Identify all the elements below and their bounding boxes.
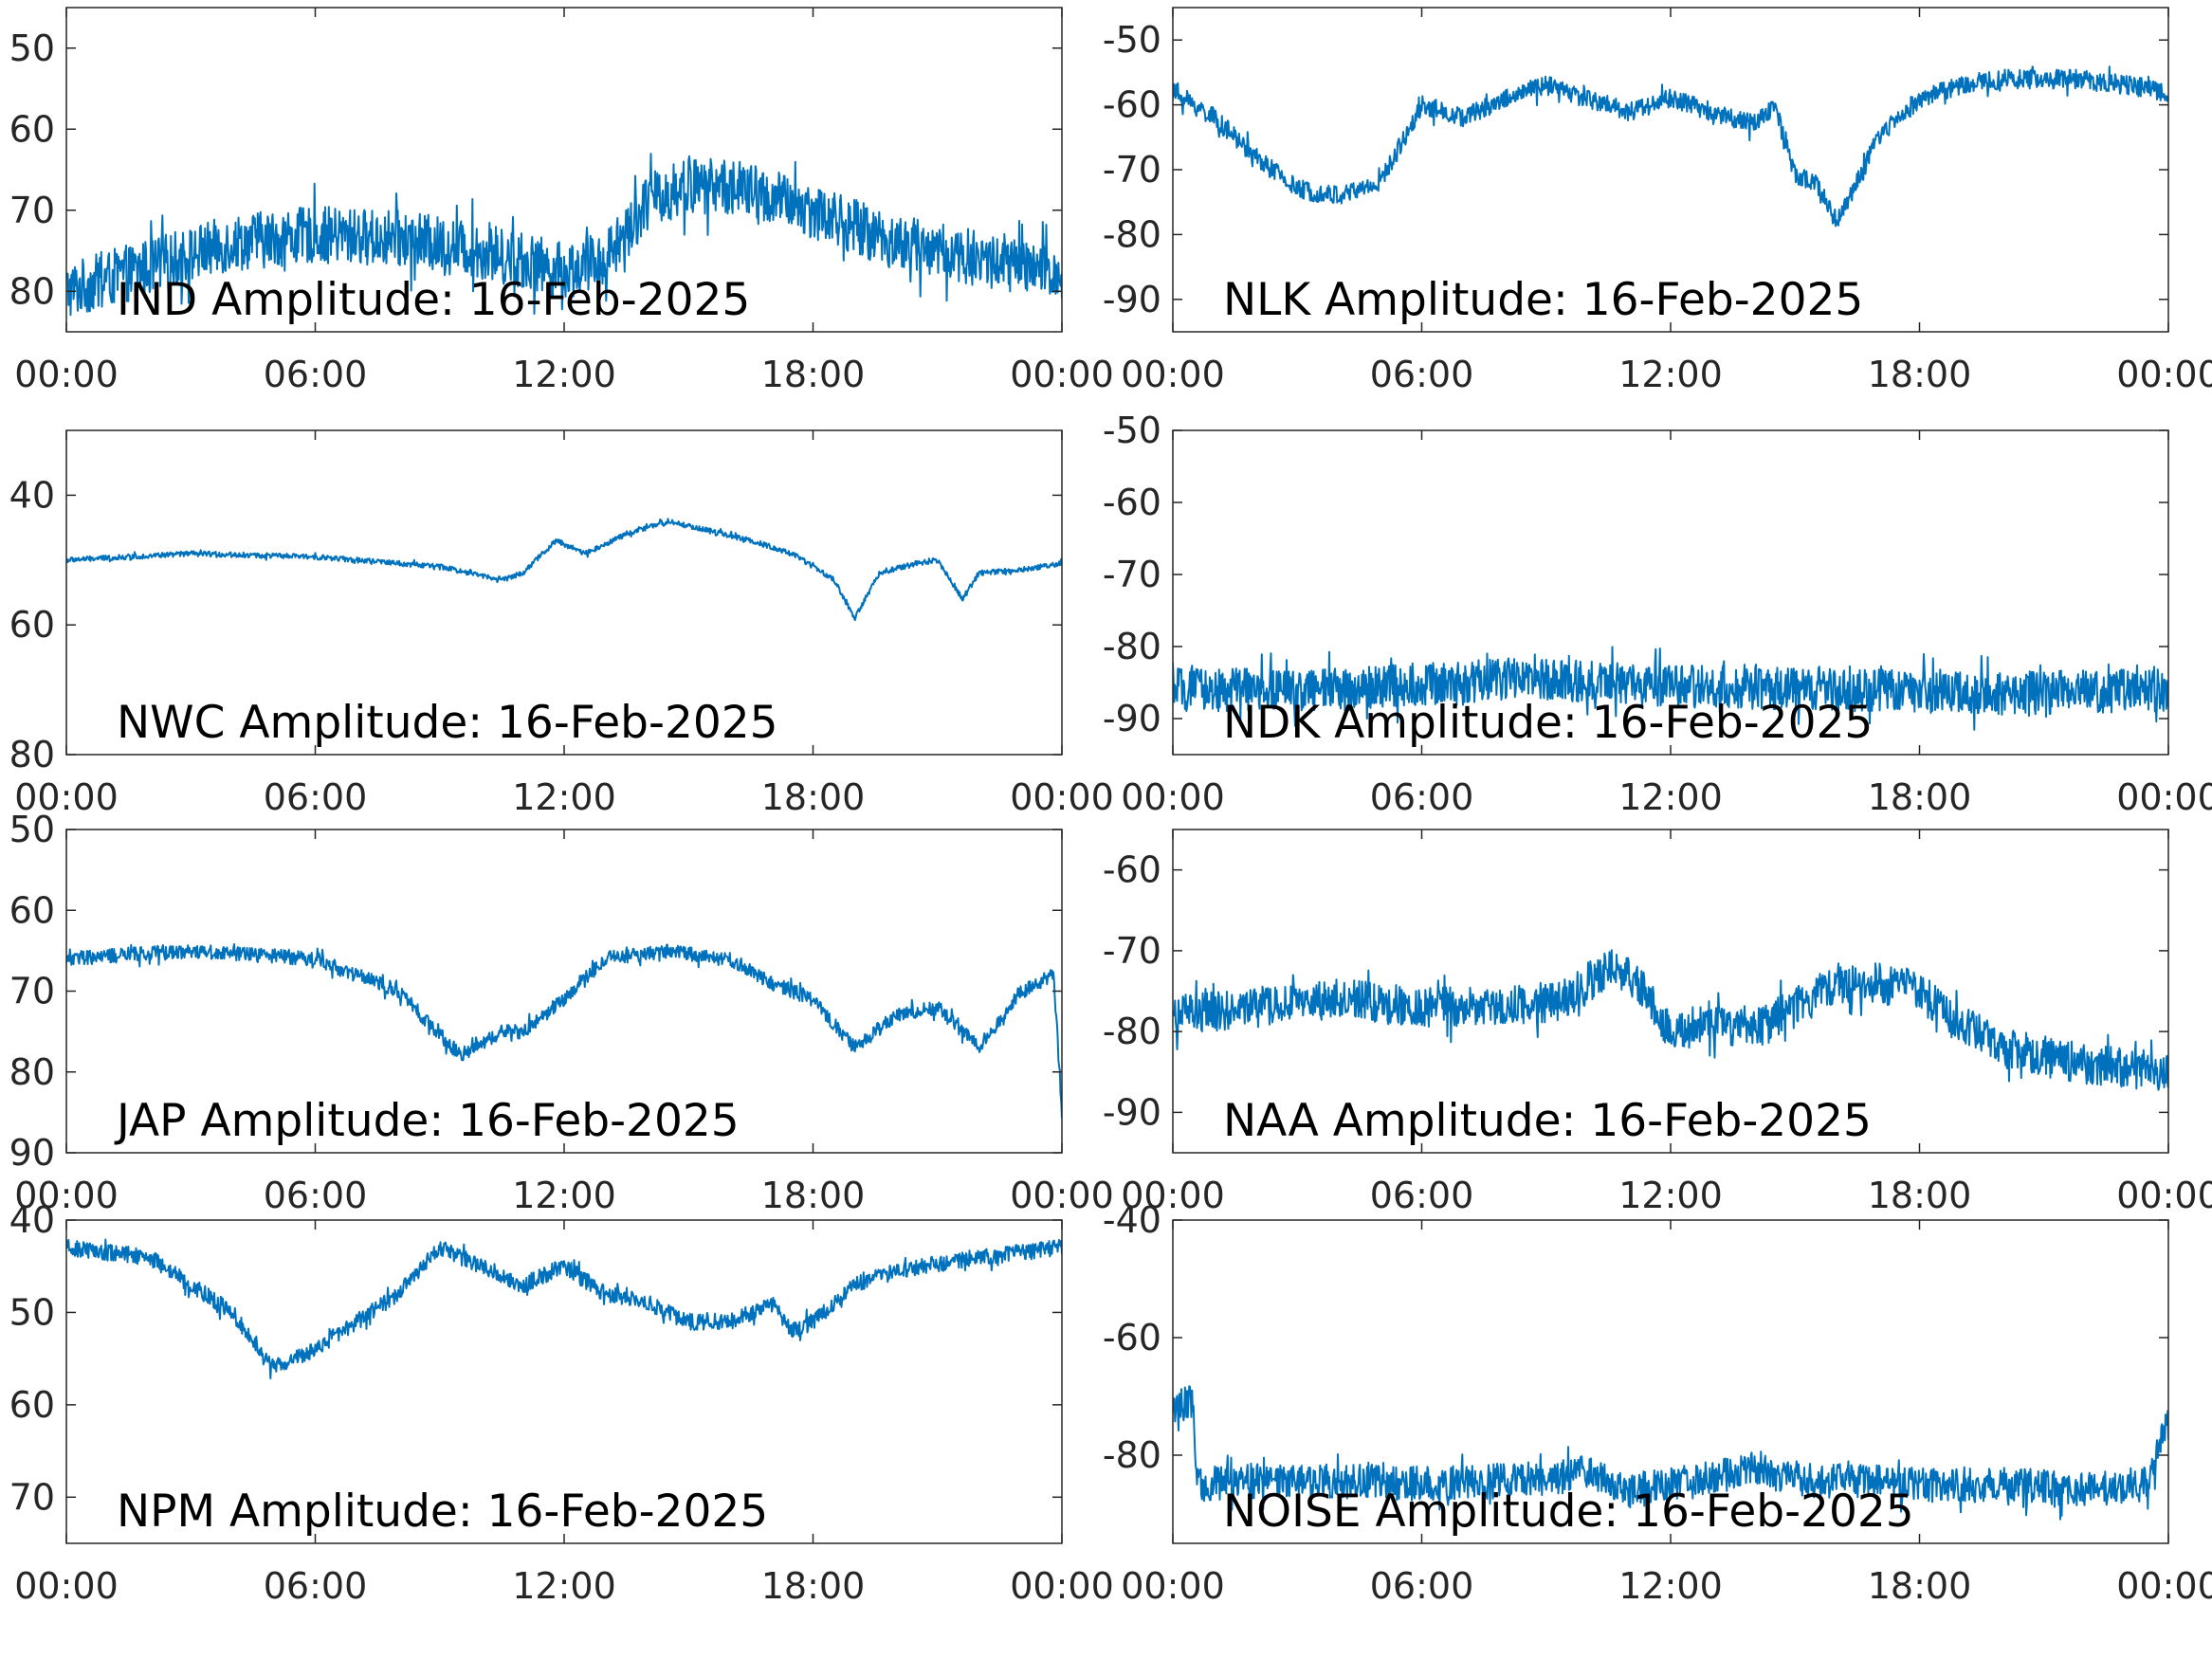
chart-title: NDK Amplitude: 16-Feb-2025 <box>1223 697 1873 749</box>
chart-panel-4: 00:00 06:00 12:00 18:00 00:00 50 60 70 80 90 JAP A… <box>9 809 1114 1216</box>
x-tick-label: 06:00 <box>1370 354 1474 395</box>
series-line <box>1173 65 2168 228</box>
y-tick-label: 40 <box>9 1199 55 1241</box>
chart-panel-3: 00:00 06:00 12:00 18:00 00:00 -50 -60 -70 -80 -90… <box>1103 410 2212 818</box>
chart-title: NLK Amplitude: 16-Feb-2025 <box>1223 274 1863 326</box>
y-tick-label: 40 <box>9 474 55 516</box>
y-tick-label: 50 <box>9 1291 55 1333</box>
chart-title: IND Amplitude: 16-Feb-2025 <box>117 274 750 326</box>
x-tick-label: 18:00 <box>761 354 866 395</box>
x-tick-label: 18:00 <box>1868 1175 1972 1216</box>
y-tick-label: -40 <box>1103 1199 1161 1241</box>
series-line <box>1173 646 2168 731</box>
x-tick-label: 00:00 <box>14 354 119 395</box>
chart-title: NPM Amplitude: 16-Feb-2025 <box>117 1486 768 1538</box>
x-tick-label: 18:00 <box>761 776 866 818</box>
x-tick-label: 18:00 <box>1868 776 1972 818</box>
x-tick-label: 18:00 <box>1868 354 1972 395</box>
x-tick-label: 12:00 <box>1618 1175 1723 1216</box>
chart-title: JAP Amplitude: 16-Feb-2025 <box>114 1095 740 1147</box>
x-tick-label: 00:00 <box>2116 354 2212 395</box>
series-line <box>66 518 1062 622</box>
x-tick-label: 06:00 <box>1370 1175 1474 1216</box>
x-tick-label: 00:00 <box>1121 354 1225 395</box>
y-tick-label: 60 <box>9 889 55 931</box>
chart-title: NWC Amplitude: 16-Feb-2025 <box>117 697 778 749</box>
y-tick-label: 60 <box>9 1384 55 1426</box>
y-tick-label: -60 <box>1103 84 1161 126</box>
x-tick-label: 00:00 <box>2116 1565 2212 1607</box>
x-tick-label: 00:00 <box>1121 1175 1225 1216</box>
chart-panel-0: 00:00 06:00 12:00 18:00 00:00 50 60 70 80 IND Amp… <box>9 7 1114 395</box>
chart-title: NOISE Amplitude: 16-Feb-2025 <box>1223 1486 1914 1538</box>
y-tick-label: -80 <box>1103 1434 1161 1476</box>
y-tick-label: 90 <box>9 1132 55 1174</box>
x-tick-label: 00:00 <box>1121 1565 1225 1607</box>
x-tick-label: 06:00 <box>264 776 368 818</box>
x-tick-label: 00:00 <box>2116 776 2212 818</box>
y-tick-label: 70 <box>9 1476 55 1518</box>
x-tick-label: 18:00 <box>761 1175 866 1216</box>
y-tick-label: 50 <box>9 27 55 69</box>
x-tick-label: 06:00 <box>264 354 368 395</box>
y-tick-label: 50 <box>9 809 55 850</box>
y-tick-label: 70 <box>9 971 55 1012</box>
series-line <box>66 1238 1062 1379</box>
x-tick-label: 00:00 <box>14 1175 119 1216</box>
y-tick-label: -80 <box>1103 213 1161 255</box>
y-tick-label: -70 <box>1103 554 1161 595</box>
y-tick-label: 60 <box>9 108 55 150</box>
y-tick-label: -60 <box>1103 1317 1161 1358</box>
x-tick-label: 00:00 <box>1010 354 1114 395</box>
y-tick-label: 80 <box>9 270 55 312</box>
x-tick-label: 12:00 <box>512 776 616 818</box>
x-tick-label: 12:00 <box>1618 1565 1723 1607</box>
y-tick-label: -90 <box>1103 698 1161 739</box>
chart-panel-2: 00:00 06:00 12:00 18:00 00:00 40 60 80 NWC Ampli… <box>9 429 1114 818</box>
x-tick-label: 00:00 <box>1010 1175 1114 1216</box>
x-tick-label: 00:00 <box>1010 776 1114 818</box>
y-tick-label: 80 <box>9 1051 55 1093</box>
x-tick-label: 06:00 <box>1370 776 1474 818</box>
x-tick-label: 12:00 <box>1618 354 1723 395</box>
x-tick-label: 06:00 <box>264 1175 368 1216</box>
chart-title: NAA Amplitude: 16-Feb-2025 <box>1223 1095 1872 1147</box>
chart-panel-6: 00:00 06:00 12:00 18:00 00:00 40 50 60 70 NPM Amp… <box>9 1199 1114 1607</box>
series-line <box>1173 1385 2168 1521</box>
x-tick-label: 00:00 <box>14 776 119 818</box>
x-tick-label: 00:00 <box>2116 1175 2212 1216</box>
y-tick-label: 80 <box>9 734 55 775</box>
y-tick-label: -60 <box>1103 849 1161 891</box>
y-tick-label: -50 <box>1103 19 1161 61</box>
y-tick-label: -70 <box>1103 930 1161 972</box>
x-tick-label: 12:00 <box>512 1565 616 1607</box>
x-tick-label: 06:00 <box>264 1565 368 1607</box>
series-line <box>1173 949 2168 1091</box>
series-line <box>66 943 1062 1119</box>
y-tick-label: -70 <box>1103 149 1161 191</box>
y-tick-label: -50 <box>1103 410 1161 451</box>
x-tick-label: 12:00 <box>512 354 616 395</box>
y-tick-label: 70 <box>9 190 55 231</box>
chart-panel-5: 00:00 06:00 12:00 18:00 00:00 -60 -70 -80 -90 NAA… <box>1103 829 2212 1216</box>
x-tick-label: 12:00 <box>1618 776 1723 818</box>
x-tick-label: 18:00 <box>761 1565 866 1607</box>
x-tick-label: 00:00 <box>1010 1565 1114 1607</box>
y-tick-label: -80 <box>1103 1011 1161 1052</box>
y-tick-label: -80 <box>1103 626 1161 667</box>
x-tick-label: 18:00 <box>1868 1565 1972 1607</box>
series-line <box>66 153 1062 317</box>
x-tick-label: 00:00 <box>14 1565 119 1607</box>
chart-panel-1: 00:00 06:00 12:00 18:00 00:00 -50 -60 -70 -80 -90… <box>1103 7 2212 395</box>
x-tick-label: 00:00 <box>1121 776 1225 818</box>
y-tick-label: 60 <box>9 604 55 646</box>
x-tick-label: 06:00 <box>1370 1565 1474 1607</box>
y-tick-label: -60 <box>1103 482 1161 523</box>
x-tick-label: 12:00 <box>512 1175 616 1216</box>
y-tick-label: -90 <box>1103 1091 1161 1133</box>
y-tick-label: -90 <box>1103 279 1161 320</box>
chart-panel-7: 00:00 06:00 12:00 18:00 00:00 -40 -60 -80 NOISE … <box>1103 1199 2212 1607</box>
